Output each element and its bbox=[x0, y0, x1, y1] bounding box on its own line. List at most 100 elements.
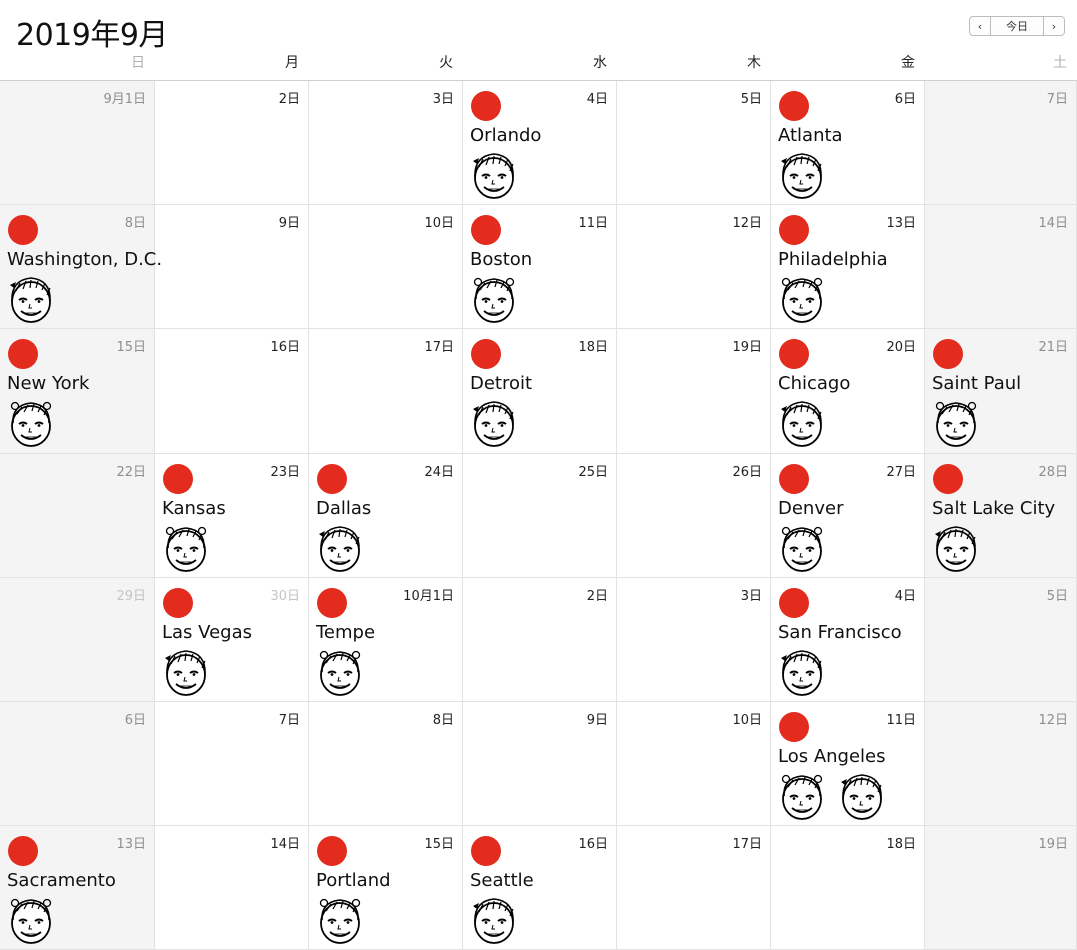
day-cell[interactable]: 15日 Portland bbox=[309, 826, 463, 950]
day-cell[interactable]: 21日 Saint Paul bbox=[925, 329, 1077, 454]
event-dot-icon[interactable] bbox=[933, 464, 963, 494]
event-dot-icon[interactable] bbox=[317, 836, 347, 866]
day-cell[interactable]: 5日 bbox=[925, 578, 1077, 702]
day-cell[interactable]: 10日 bbox=[309, 205, 463, 329]
event-dot-icon[interactable] bbox=[779, 339, 809, 369]
day-cell[interactable]: 7日 bbox=[925, 81, 1077, 205]
day-cell[interactable]: 19日 bbox=[925, 826, 1077, 950]
day-cell[interactable]: 23日 Kansas bbox=[155, 454, 309, 578]
event-title[interactable]: Boston bbox=[470, 249, 533, 270]
day-cell[interactable]: 30日 Las Vegas bbox=[155, 578, 309, 702]
event-dot-icon[interactable] bbox=[317, 464, 347, 494]
day-cell[interactable]: 20日 Chicago bbox=[771, 329, 925, 454]
event-dot-icon[interactable] bbox=[933, 339, 963, 369]
event-title[interactable]: Washington, D.C. bbox=[7, 249, 163, 270]
event-title[interactable]: Denver bbox=[778, 498, 844, 519]
day-cell[interactable]: 12日 bbox=[617, 205, 771, 329]
event-title[interactable]: Detroit bbox=[470, 373, 533, 394]
event-title[interactable]: Saint Paul bbox=[932, 373, 1022, 394]
event-title[interactable]: New York bbox=[7, 373, 90, 394]
face-sketch-icon bbox=[467, 892, 521, 946]
event-title[interactable]: Atlanta bbox=[778, 125, 843, 146]
day-cell[interactable]: 2日 bbox=[463, 578, 617, 702]
event-dot-icon[interactable] bbox=[471, 215, 501, 245]
day-cell[interactable]: 12日 bbox=[925, 702, 1077, 826]
day-cell[interactable]: 22日 bbox=[0, 454, 155, 578]
day-cell[interactable]: 19日 bbox=[617, 329, 771, 454]
day-cell[interactable]: 8日 Washington, D.C. bbox=[0, 205, 162, 329]
event-title[interactable]: Chicago bbox=[778, 373, 851, 394]
event-title[interactable]: San Francisco bbox=[778, 622, 902, 643]
chevron-left-icon[interactable]: ‹ bbox=[969, 16, 991, 36]
event-dot-icon[interactable] bbox=[779, 588, 809, 618]
day-cell[interactable]: 4日 San Francisco bbox=[771, 578, 925, 702]
day-cell[interactable]: 10日 bbox=[617, 702, 771, 826]
event-title[interactable]: Las Vegas bbox=[162, 622, 252, 643]
day-cell[interactable]: 13日 Philadelphia bbox=[771, 205, 925, 329]
event-title[interactable]: Salt Lake City bbox=[932, 498, 1056, 519]
event-dot-icon[interactable] bbox=[8, 339, 38, 369]
day-cell[interactable]: 14日 bbox=[925, 205, 1077, 329]
day-cell[interactable]: 8日 bbox=[309, 702, 463, 826]
day-cell[interactable]: 13日 Sacramento bbox=[0, 826, 155, 950]
event-title[interactable]: Kansas bbox=[162, 498, 226, 519]
day-number: 14日 bbox=[1038, 216, 1068, 231]
event-title[interactable]: Sacramento bbox=[7, 870, 116, 891]
day-number: 7日 bbox=[1046, 92, 1068, 107]
day-cell[interactable]: 17日 bbox=[309, 329, 463, 454]
day-cell[interactable]: 11日 Boston bbox=[463, 205, 617, 329]
day-number: 23日 bbox=[270, 465, 300, 480]
day-cell[interactable]: 9日 bbox=[463, 702, 617, 826]
day-cell[interactable]: 26日 bbox=[617, 454, 771, 578]
day-cell[interactable]: 5日 bbox=[617, 81, 771, 205]
day-cell[interactable]: 9月1日 bbox=[0, 81, 155, 205]
day-cell[interactable]: 2日 bbox=[155, 81, 309, 205]
event-title[interactable]: Philadelphia bbox=[778, 249, 888, 270]
event-title[interactable]: Seattle bbox=[470, 870, 534, 891]
day-cell[interactable]: 15日 New York bbox=[0, 329, 155, 454]
day-cell[interactable]: 6日 Atlanta bbox=[771, 81, 925, 205]
day-number: 11日 bbox=[886, 713, 916, 728]
event-title[interactable]: Dallas bbox=[316, 498, 372, 519]
event-dot-icon[interactable] bbox=[779, 215, 809, 245]
day-cell[interactable]: 10月1日 Tempe bbox=[309, 578, 463, 702]
event-title[interactable]: Tempe bbox=[316, 622, 376, 643]
event-dot-icon[interactable] bbox=[8, 836, 38, 866]
day-cell[interactable]: 4日 Orlando bbox=[463, 81, 617, 205]
day-cell[interactable]: 29日 bbox=[0, 578, 155, 702]
day-cell[interactable]: 18日 bbox=[771, 826, 925, 950]
face-sketch-icon bbox=[775, 271, 829, 325]
event-dot-icon[interactable] bbox=[471, 339, 501, 369]
day-cell[interactable]: 16日 bbox=[155, 329, 309, 454]
today-button[interactable]: 今日 bbox=[991, 16, 1043, 36]
chevron-right-icon[interactable]: › bbox=[1043, 16, 1065, 36]
day-cell[interactable]: 17日 bbox=[617, 826, 771, 950]
event-title[interactable]: Orlando bbox=[470, 125, 542, 146]
day-cell[interactable]: 24日 Dallas bbox=[309, 454, 463, 578]
event-dot-icon[interactable] bbox=[163, 464, 193, 494]
day-cell[interactable]: 11日 Los Angeles bbox=[771, 702, 925, 826]
day-cell[interactable]: 3日 bbox=[617, 578, 771, 702]
event-title[interactable]: Los Angeles bbox=[778, 746, 886, 767]
day-cell[interactable]: 6日 bbox=[0, 702, 155, 826]
day-number: 3日 bbox=[432, 92, 454, 107]
event-dot-icon[interactable] bbox=[471, 836, 501, 866]
event-dot-icon[interactable] bbox=[317, 588, 347, 618]
day-cell[interactable]: 7日 bbox=[155, 702, 309, 826]
day-cell[interactable]: 27日 Denver bbox=[771, 454, 925, 578]
day-cell[interactable]: 25日 bbox=[463, 454, 617, 578]
event-dot-icon[interactable] bbox=[163, 588, 193, 618]
event-dot-icon[interactable] bbox=[8, 215, 38, 245]
event-dot-icon[interactable] bbox=[471, 91, 501, 121]
day-cell[interactable]: 3日 bbox=[309, 81, 463, 205]
face-sketch-icon bbox=[929, 395, 983, 449]
event-dot-icon[interactable] bbox=[779, 712, 809, 742]
event-title[interactable]: Portland bbox=[316, 870, 391, 891]
day-cell[interactable]: 28日 Salt Lake City bbox=[925, 454, 1077, 578]
event-dot-icon[interactable] bbox=[779, 91, 809, 121]
day-cell[interactable]: 9日 bbox=[155, 205, 309, 329]
day-cell[interactable]: 18日 Detroit bbox=[463, 329, 617, 454]
day-cell[interactable]: 14日 bbox=[155, 826, 309, 950]
event-dot-icon[interactable] bbox=[779, 464, 809, 494]
day-cell[interactable]: 16日 Seattle bbox=[463, 826, 617, 950]
